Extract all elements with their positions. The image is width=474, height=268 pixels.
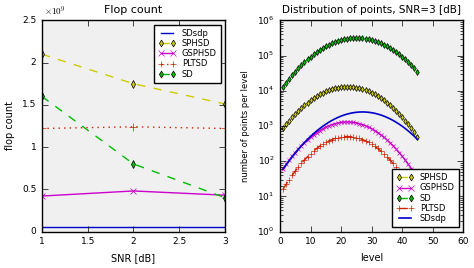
Y-axis label: flop count: flop count [5,102,15,150]
X-axis label: SNR [dB]: SNR [dB] [111,253,155,263]
Legend: SDsdp, SPHSD, GSPHSD, PLTSD, SD: SDsdp, SPHSD, GSPHSD, PLTSD, SD [154,25,221,83]
Title: Flop count: Flop count [104,5,163,16]
Legend: SPHSD, GSPHSD, SD, PLTSD, SDsdp: SPHSD, GSPHSD, SD, PLTSD, SDsdp [392,169,459,227]
Y-axis label: number of points per level: number of points per level [241,70,250,182]
Text: $\times 10^9$: $\times 10^9$ [44,5,65,18]
X-axis label: level: level [360,253,383,263]
Title: Distribution of points, SNR=3 [dB]: Distribution of points, SNR=3 [dB] [282,5,461,16]
